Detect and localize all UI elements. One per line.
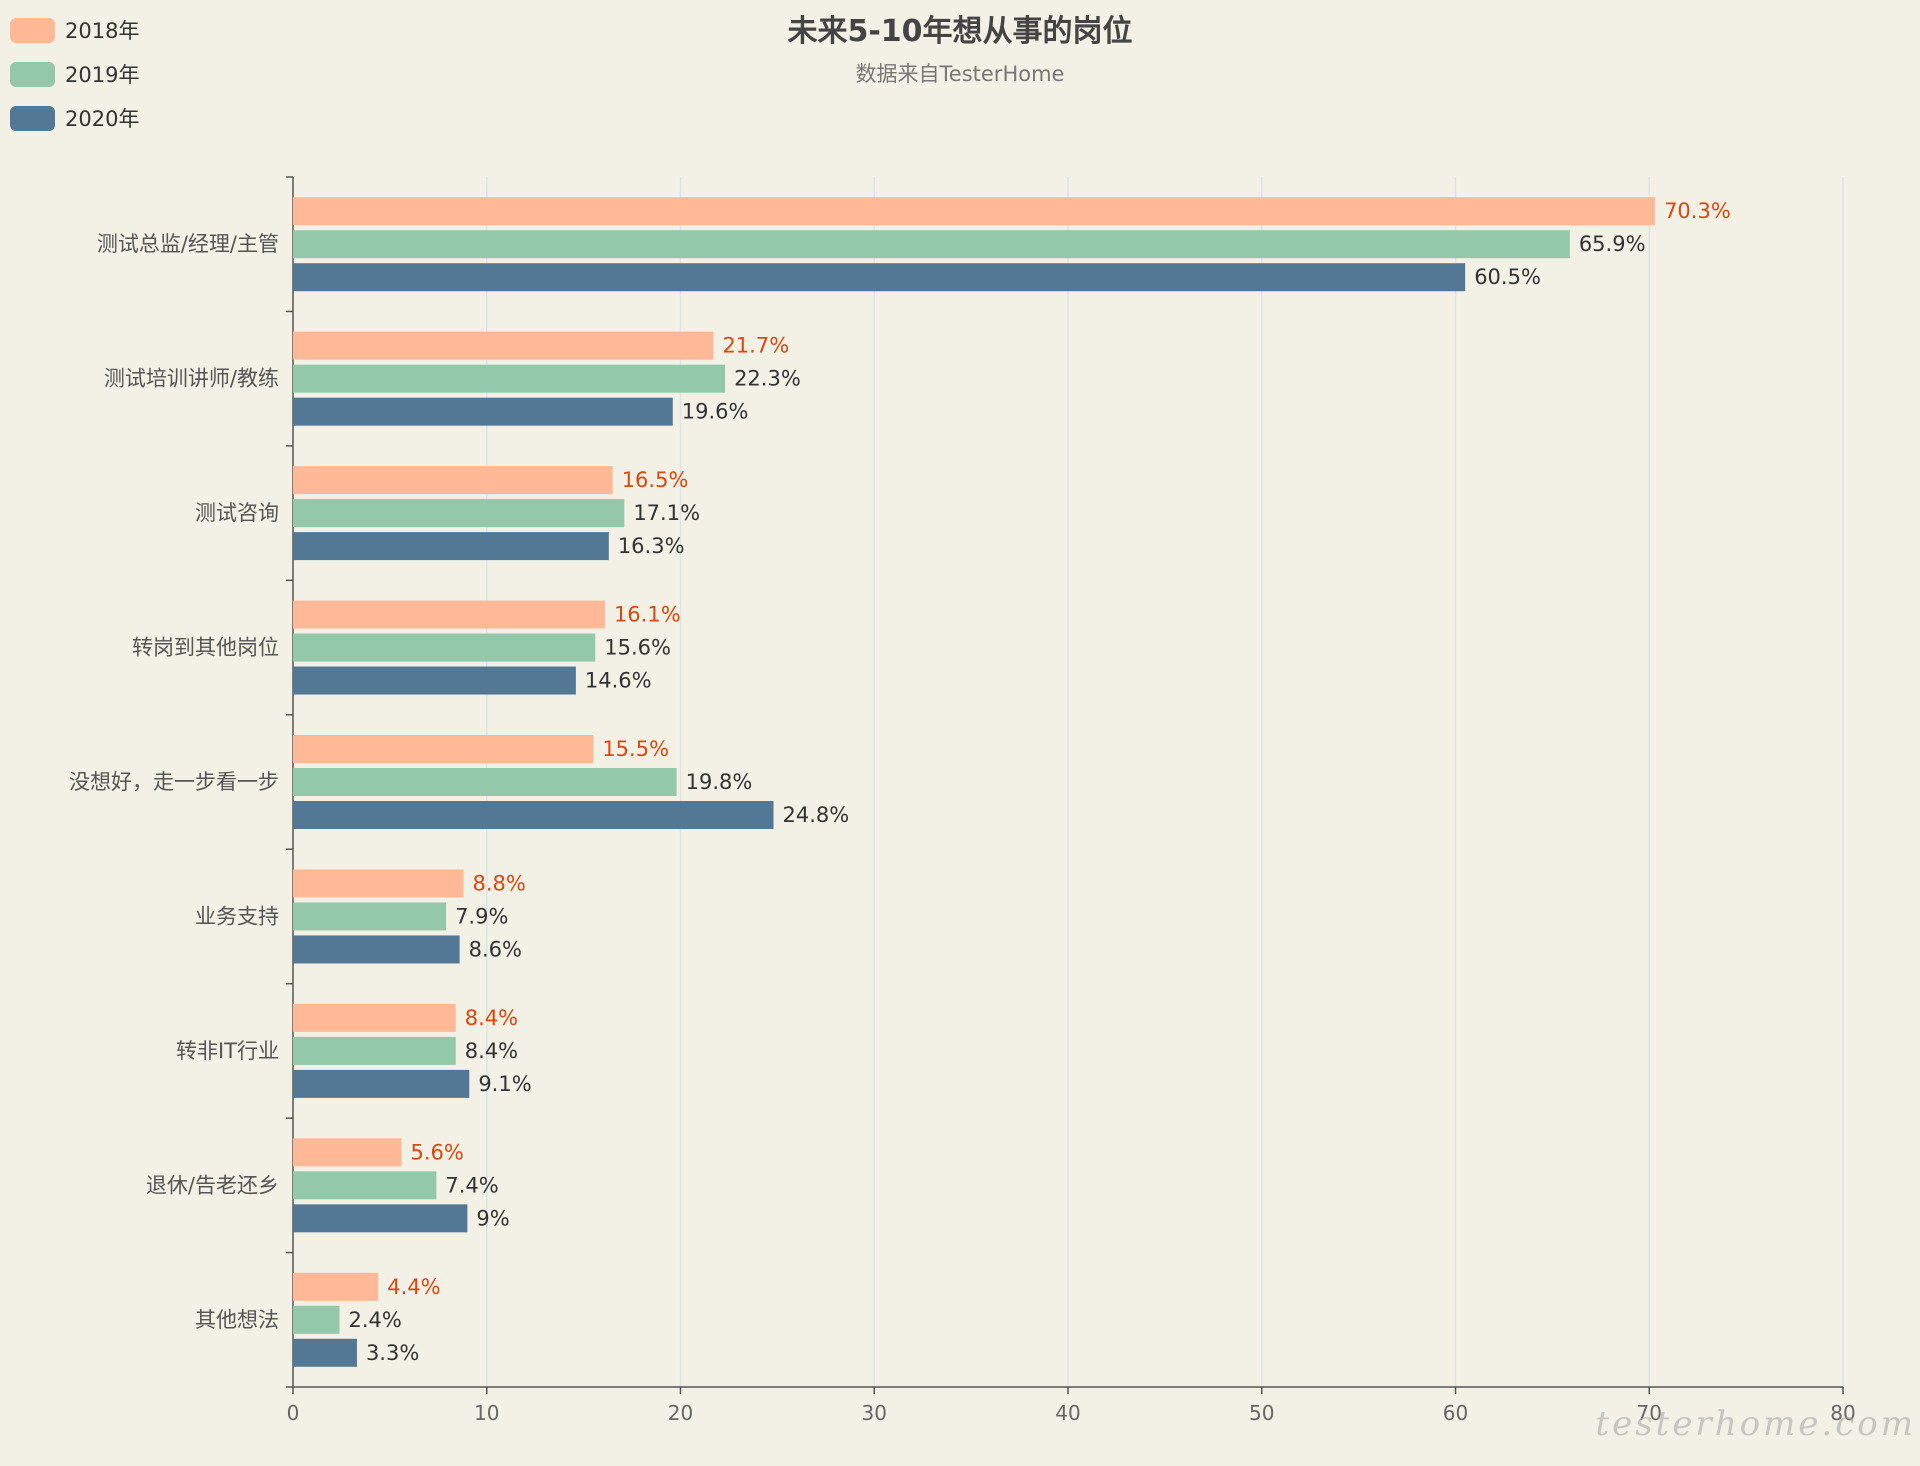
bar[interactable] bbox=[293, 263, 1466, 292]
bar[interactable] bbox=[293, 1138, 402, 1167]
x-tick-label: 0 bbox=[287, 1401, 300, 1425]
data-label: 7.4% bbox=[445, 1173, 498, 1197]
bar[interactable] bbox=[293, 1003, 456, 1032]
data-label: 8.6% bbox=[469, 937, 522, 961]
legend-swatch bbox=[10, 105, 55, 131]
bar[interactable] bbox=[293, 499, 625, 528]
y-category-label: 没想好，走一步看一步 bbox=[69, 770, 279, 794]
bar[interactable] bbox=[293, 735, 594, 763]
chart-title: 未来5-10年想从事的岗位 bbox=[787, 14, 1133, 49]
legend-item-2020[interactable]: 2020年 bbox=[10, 96, 139, 140]
bar[interactable] bbox=[293, 666, 576, 695]
y-category-label: 转非IT行业 bbox=[176, 1039, 279, 1063]
bar[interactable] bbox=[293, 331, 714, 360]
data-label: 8.8% bbox=[473, 871, 526, 895]
x-tick-label: 70 bbox=[1637, 1401, 1662, 1425]
data-label: 16.3% bbox=[618, 534, 685, 558]
bar[interactable] bbox=[293, 197, 1656, 226]
data-label: 16.5% bbox=[622, 468, 689, 492]
data-label: 17.1% bbox=[633, 501, 700, 525]
bars bbox=[293, 197, 1656, 1367]
bar[interactable] bbox=[293, 1171, 437, 1200]
data-label: 19.6% bbox=[682, 400, 749, 424]
bar[interactable] bbox=[293, 397, 673, 426]
data-label: 9% bbox=[476, 1206, 509, 1230]
legend-swatch bbox=[10, 61, 55, 87]
data-label: 16.1% bbox=[614, 603, 681, 627]
data-label: 22.3% bbox=[734, 367, 801, 391]
y-category-label: 测试总监/经理/主管 bbox=[97, 232, 279, 256]
bar[interactable] bbox=[293, 1036, 456, 1065]
data-label: 14.6% bbox=[585, 669, 652, 693]
legend-label: 2018年 bbox=[65, 19, 140, 43]
axes: 0 10 20 30 40 50 60 70 80 测试总监/经理/主管测试培训讲师/教练测试咨询… bbox=[69, 176, 1856, 1425]
data-label: 8.4% bbox=[465, 1006, 518, 1030]
bar[interactable] bbox=[293, 1069, 470, 1098]
bar[interactable] bbox=[293, 532, 609, 561]
data-label: 3.3% bbox=[366, 1341, 419, 1365]
legend: 2018年 2019年 2020年 bbox=[10, 8, 139, 140]
data-label: 5.6% bbox=[411, 1140, 464, 1164]
data-label: 2.4% bbox=[349, 1308, 402, 1332]
legend-label: 2020年 bbox=[65, 107, 140, 131]
bar[interactable] bbox=[293, 1305, 340, 1334]
legend-label: 2019年 bbox=[65, 63, 140, 87]
x-tick-label: 40 bbox=[1055, 1401, 1080, 1425]
x-tick-label: 50 bbox=[1249, 1401, 1274, 1425]
data-labels: 70.3% 65.9% 60.5% 21.7% 22.3% 19.6% 16.5% 17.1%… bbox=[349, 199, 1731, 1365]
x-tick-label: 20 bbox=[668, 1401, 693, 1425]
data-label: 15.5% bbox=[602, 737, 669, 761]
x-tick-label: 60 bbox=[1443, 1401, 1468, 1425]
bar[interactable] bbox=[293, 1338, 357, 1367]
watermark: testerhome.com bbox=[1595, 1404, 1916, 1444]
data-label: 19.8% bbox=[686, 770, 753, 794]
bar[interactable] bbox=[293, 768, 677, 796]
bar[interactable] bbox=[293, 869, 464, 898]
x-tick-label: 30 bbox=[862, 1401, 887, 1425]
x-tick-label: 10 bbox=[474, 1401, 499, 1425]
y-category-label: 测试培训讲师/教练 bbox=[104, 367, 279, 391]
bar[interactable] bbox=[293, 801, 774, 829]
y-category-label: 退休/告老还乡 bbox=[146, 1173, 279, 1197]
bar[interactable] bbox=[293, 364, 726, 393]
x-tick-label: 80 bbox=[1830, 1401, 1855, 1425]
y-category-label: 测试咨询 bbox=[195, 501, 279, 525]
bar[interactable] bbox=[293, 600, 605, 629]
bar[interactable] bbox=[293, 466, 613, 495]
legend-swatch bbox=[10, 17, 55, 43]
bar[interactable] bbox=[293, 902, 447, 931]
bar[interactable] bbox=[293, 1204, 468, 1233]
data-label: 8.4% bbox=[465, 1039, 518, 1063]
y-category-label: 转岗到其他岗位 bbox=[132, 636, 279, 660]
bar[interactable] bbox=[293, 633, 596, 662]
data-label: 60.5% bbox=[1474, 265, 1541, 289]
data-label: 70.3% bbox=[1664, 199, 1731, 223]
y-category-label: 其他想法 bbox=[195, 1308, 279, 1332]
bar[interactable] bbox=[293, 935, 460, 964]
data-label: 4.4% bbox=[387, 1275, 440, 1299]
data-label: 7.9% bbox=[455, 904, 508, 928]
data-label: 65.9% bbox=[1579, 232, 1646, 256]
data-label: 21.7% bbox=[722, 334, 789, 358]
y-category-label: 业务支持 bbox=[195, 904, 279, 928]
legend-item-2018[interactable]: 2018年 bbox=[10, 8, 139, 52]
data-label: 9.1% bbox=[478, 1072, 531, 1096]
bar[interactable] bbox=[293, 1272, 379, 1301]
chart-subtitle: 数据来自TesterHome bbox=[855, 62, 1065, 86]
bar[interactable] bbox=[293, 230, 1570, 259]
legend-item-2019[interactable]: 2019年 bbox=[10, 52, 139, 96]
data-label: 15.6% bbox=[604, 636, 671, 660]
data-label: 24.8% bbox=[783, 803, 850, 827]
